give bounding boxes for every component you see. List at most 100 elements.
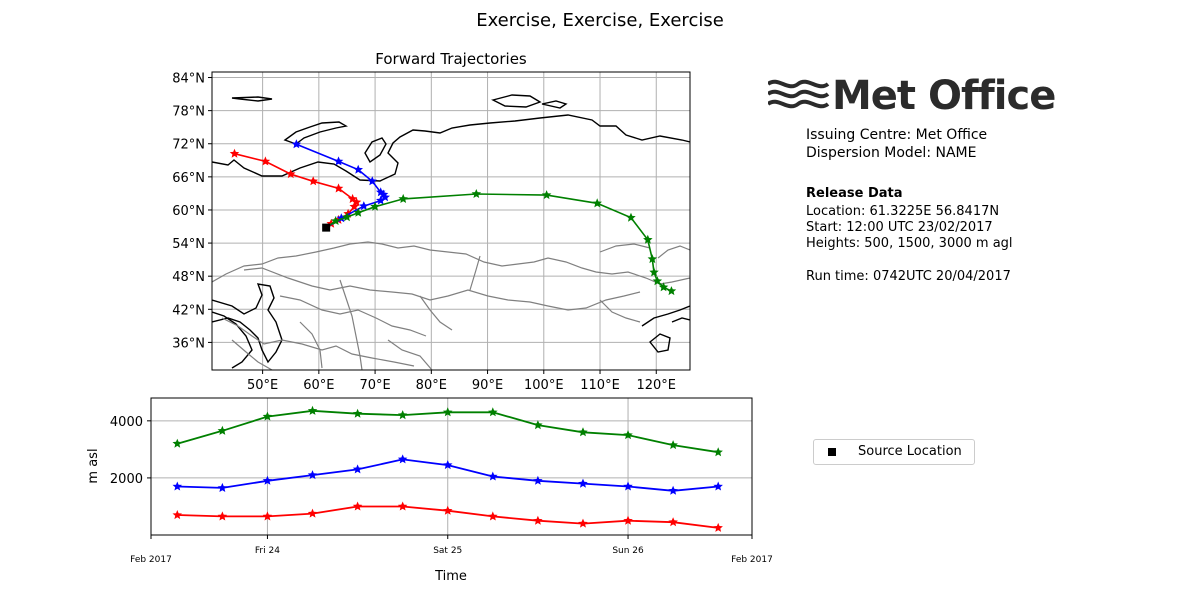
map-trajectory-star: [359, 201, 369, 211]
ts-ytick-label: 2000: [110, 472, 143, 487]
map-xtick-label: 70°E: [359, 378, 390, 393]
ts-xtick-label: Sat 25: [433, 546, 462, 556]
release-start: Start: 12:00 UTC 23/02/2017: [806, 220, 993, 235]
map-trajectory-star: [541, 190, 552, 200]
map-ytick-label: 48°N: [172, 270, 205, 285]
map-trajectory-star: [652, 276, 663, 286]
ts-height-star: [533, 420, 543, 430]
map-trajectory-star: [370, 201, 380, 211]
ts-xtick-label: Feb 2017: [731, 555, 773, 565]
ts-height-star: [262, 475, 273, 485]
ts-height-star: [623, 481, 633, 491]
map-trajectory-star: [353, 207, 363, 217]
map-trajectory-star: [286, 169, 296, 179]
map-trajectory-star: [378, 189, 389, 199]
map-trajectory-star: [398, 193, 408, 203]
ts-height-star: [668, 485, 678, 495]
ts-height-star: [713, 522, 723, 532]
dispersion-model: Dispersion Model: NAME: [806, 145, 977, 161]
ts-height-star: [217, 482, 228, 492]
map-trajectory-star: [333, 156, 344, 166]
map-trajectory-line: [325, 193, 672, 292]
map-trajectory-star: [349, 201, 359, 211]
ts-height-star: [668, 440, 678, 450]
legend: Source Location: [813, 439, 975, 465]
issuing-centre: Issuing Centre: Met Office: [806, 127, 988, 143]
release-heading: Release Data: [806, 186, 903, 201]
ts-xtick-label: Feb 2017: [130, 555, 172, 565]
ts-height-star: [578, 518, 588, 528]
ts-height-star: [668, 517, 678, 527]
map-trajectory-star: [367, 176, 377, 186]
map-tick-labels: 50°E 60°E 70°E 80°E 90°E 100°E 110°E 120°E 36°N 4…: [172, 72, 676, 393]
ts-height-star: [623, 515, 633, 525]
ts-height-star: [443, 460, 453, 470]
ts-height-star: [352, 501, 363, 511]
timeseries-tick-labels: Feb 2017 Fri 24 Sat 25 Sun 26 Feb 2017 2000 40…: [110, 415, 773, 565]
map-xtick-label: 60°E: [303, 378, 334, 393]
ts-height-star: [533, 475, 543, 485]
ts-height-star: [397, 454, 408, 464]
map-trajectory-star: [626, 212, 636, 222]
map-title: Forward Trajectories: [375, 50, 527, 68]
map-trajectories: [229, 139, 677, 296]
timeseries-frame: [150, 397, 753, 536]
ts-height-star: [172, 510, 182, 520]
map-trajectory-star: [658, 282, 669, 292]
map-xtick-label: 90°E: [472, 378, 503, 393]
ts-height-star: [307, 508, 318, 518]
ts-height-star: [443, 505, 453, 515]
map-xtick-label: 100°E: [524, 378, 564, 393]
ts-height-star: [488, 511, 498, 521]
ts-height-star: [397, 501, 408, 511]
map-ytick-label: 66°N: [172, 171, 205, 186]
figure-title: Exercise, Exercise, Exercise: [476, 10, 724, 31]
map-xtick-label: 120°E: [636, 378, 676, 393]
map-ytick-label: 54°N: [172, 237, 205, 252]
map-trajectory-star: [351, 197, 362, 207]
map-coastlines: [212, 94, 690, 370]
map-source-location-marker: [322, 223, 331, 232]
map-trajectory-star: [643, 234, 653, 244]
map-trajectory-star: [229, 148, 240, 158]
map-ytick-label: 60°N: [172, 204, 205, 219]
map-trajectory-star: [592, 198, 602, 208]
ts-height-star: [443, 407, 453, 417]
timeseries-xlabel: Time: [434, 569, 467, 584]
ts-height-star: [533, 515, 543, 525]
ts-height-star: [217, 425, 228, 435]
map-trajectory-star: [308, 176, 318, 186]
ts-height-star: [262, 411, 273, 421]
map-xtick-label: 50°E: [247, 378, 278, 393]
ts-height-star: [578, 478, 588, 488]
map-ytick-label: 78°N: [172, 105, 205, 120]
map-frame: [211, 71, 691, 371]
map-trajectory-star: [471, 189, 482, 198]
timeseries-lines: [172, 405, 723, 532]
ts-height-star: [352, 464, 363, 474]
ts-xtick-label: Fri 24: [255, 546, 280, 556]
map-trajectory-star: [647, 254, 658, 264]
release-heights: Heights: 500, 1500, 3000 m agl: [806, 236, 1013, 251]
map-trajectory-star: [342, 212, 352, 222]
timeseries-ylabel: m asl: [86, 448, 101, 483]
map-trajectory-star: [333, 183, 344, 193]
map-ytick-label: 72°N: [172, 138, 205, 153]
map-grid: [212, 72, 690, 370]
ts-height-star: [307, 470, 318, 480]
ts-height-star: [488, 407, 498, 417]
map-ytick-label: 42°N: [172, 303, 205, 318]
source-location-marker-icon: [828, 448, 836, 456]
ts-ytick-label: 4000: [110, 415, 143, 430]
map-trajectory-star: [376, 187, 386, 197]
ts-height-star: [172, 481, 182, 491]
ts-height-star: [623, 430, 633, 440]
met-office-logo: [768, 79, 830, 109]
run-time: Run time: 0742UTC 20/04/2017: [806, 269, 1011, 284]
map-ytick-label: 84°N: [172, 72, 205, 87]
ts-height-star: [713, 481, 723, 491]
map-trajectory-star: [353, 164, 363, 174]
map-trajectory-star: [376, 195, 386, 205]
map-trajectory-star: [666, 286, 677, 296]
